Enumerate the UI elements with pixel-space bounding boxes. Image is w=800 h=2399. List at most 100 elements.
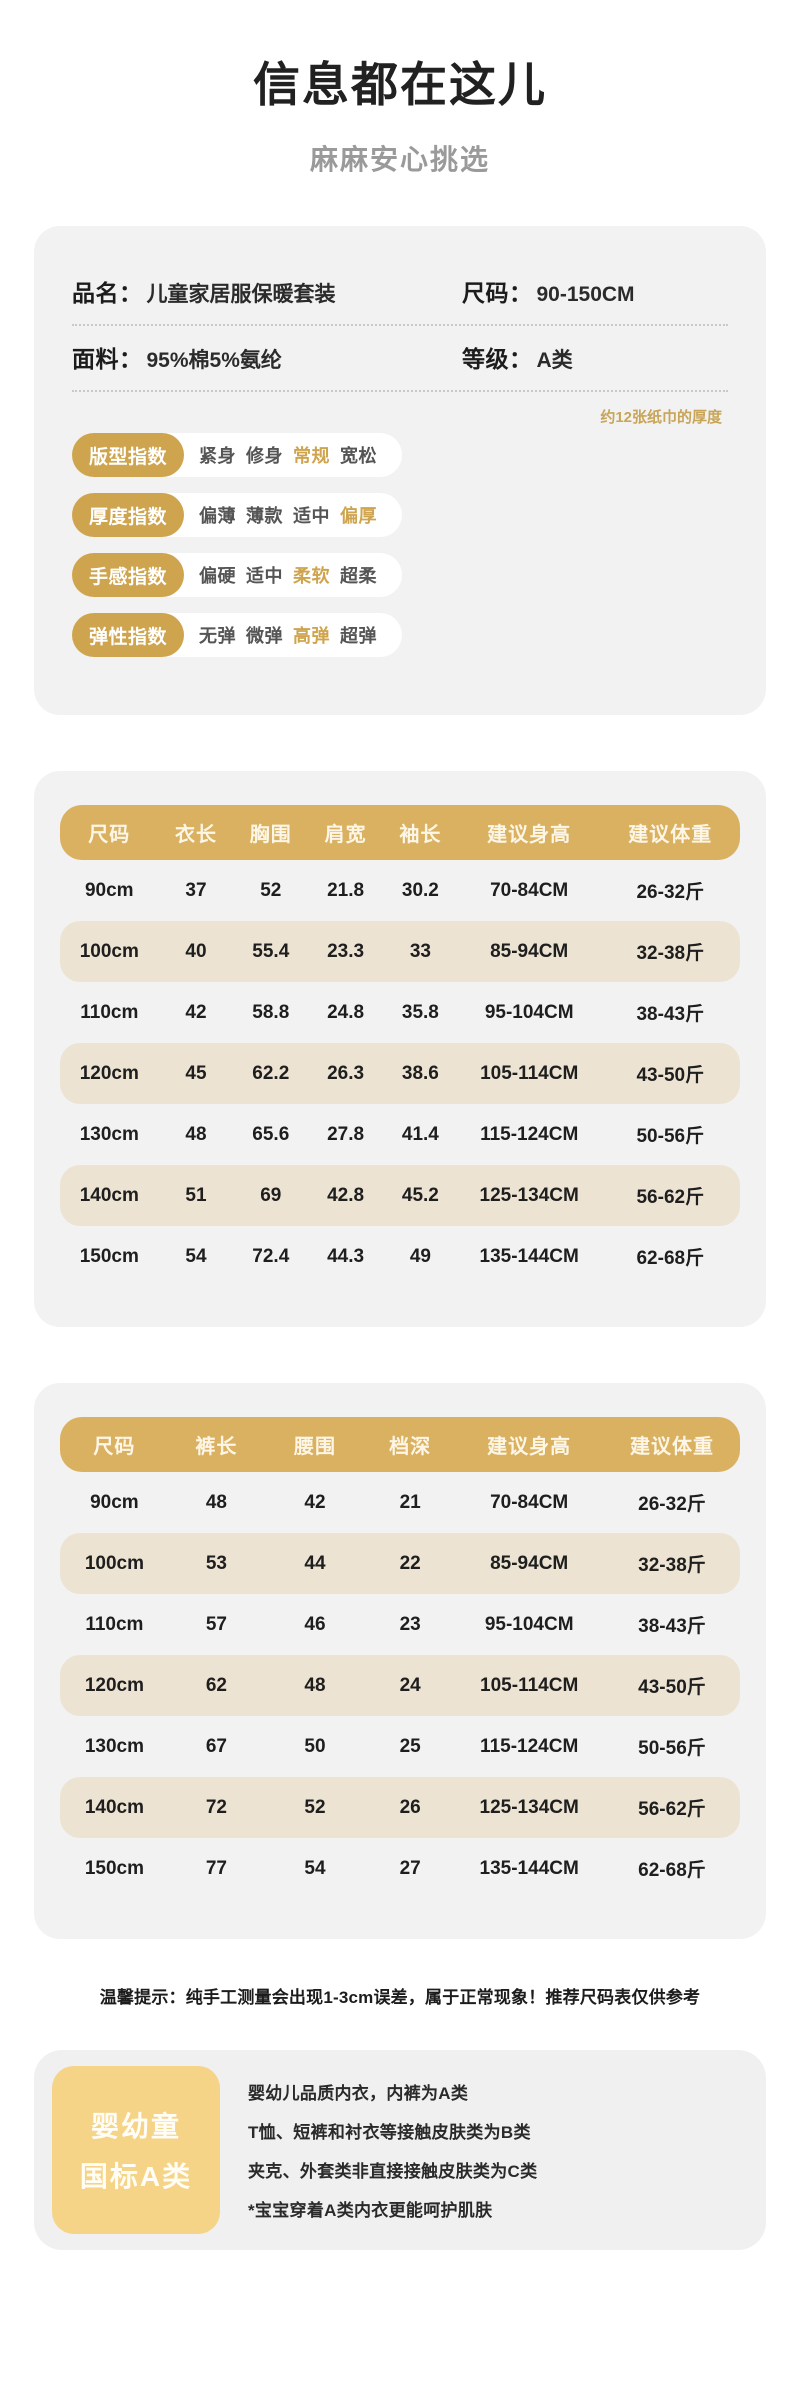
table-cell: 150cm (84, 1857, 144, 1879)
index-option[interactable]: 适中 (246, 566, 283, 587)
index-option[interactable]: 无弹 (199, 626, 236, 647)
size-table-bottom-head: 尺码 裤长 腰围 档深 建议身高 建议体重 (60, 1417, 740, 1473)
spec-cell-product-name: 品名： 儿童家居服保暖套装 (72, 274, 462, 308)
spec-label-size-range: 尺码： (462, 280, 533, 307)
table-header-cell: 尺码 (93, 1436, 136, 1459)
table-row: 130cm 48 65.6 27.8 41.4 115-124CM 50-56斤 (60, 1104, 740, 1165)
table-header-cell: 裤长 (195, 1436, 238, 1459)
table-cell: 44 (263, 1533, 366, 1595)
index-option-active[interactable]: 常规 (293, 446, 330, 467)
index-option[interactable]: 偏薄 (199, 506, 236, 527)
table-cell: 38-43斤 (636, 1004, 705, 1026)
index-option-active[interactable]: 高弹 (293, 626, 330, 647)
size-table-top-head: 尺码 衣长 胸围 肩宽 袖长 建议身高 建议体重 (60, 805, 740, 861)
grade-banner: 婴幼童 国标A类 婴幼儿品质内衣，内裤为A类 T恤、短裤和衬衣等接触皮肤类为B类… (34, 2050, 766, 2251)
index-option[interactable]: 紧身 (199, 446, 236, 467)
table-cell: 90cm (90, 1491, 139, 1513)
table-cell: 62-68斤 (636, 1248, 705, 1270)
table-cell: 85-94CM (454, 1533, 604, 1595)
table-cell: 51 (158, 1165, 234, 1227)
index-option[interactable]: 薄款 (246, 506, 283, 527)
table-cell: 40 (158, 921, 234, 983)
table-cell: 30.2 (401, 879, 439, 901)
index-option-active[interactable]: 柔软 (293, 566, 330, 587)
index-option[interactable]: 微弹 (246, 626, 283, 647)
table-cell: 130cm (79, 1123, 139, 1145)
table-cell: 25 (399, 1735, 421, 1757)
table-cell: 24 (365, 1655, 455, 1717)
index-option[interactable]: 超弹 (340, 626, 377, 647)
index-badge-elasticity: 弹性指数 无弹 微弹 高弹 超弹 (72, 613, 402, 658)
grade-line: *宝宝穿着A类内衣更能呵护肌肤 (248, 2201, 493, 2221)
size-table-bottom-body: 90cm 48 42 21 70-84CM 26-32斤 100cm 53 44 22 85-94C… (60, 1472, 740, 1899)
table-header-cell: 建议身高 (487, 1436, 572, 1459)
spec-divider (72, 390, 728, 393)
index-option[interactable]: 超柔 (340, 566, 377, 587)
table-cell: 32-38斤 (603, 1533, 740, 1595)
table-cell: 67 (205, 1735, 227, 1757)
spec-row: 品名： 儿童家居服保暖套装 尺码： 90-150CM (72, 260, 728, 324)
table-cell: 54 (304, 1857, 326, 1879)
table-header-cell: 腰围 (293, 1436, 336, 1459)
index-option[interactable]: 宽松 (340, 446, 377, 467)
table-row: 110cm 57 46 23 95-104CM 38-43斤 (60, 1594, 740, 1655)
spec-value-fabric: 95%棉5%氨纶 (146, 349, 282, 373)
index-options-fit: 紧身 修身 常规 宽松 (184, 442, 390, 468)
table-cell: 48 (205, 1491, 227, 1513)
table-cell: 42.8 (308, 1165, 383, 1227)
table-cell: 55.4 (233, 921, 309, 983)
spec-cell-grade: 等级： A类 (462, 340, 573, 374)
table-cell: 56-62斤 (600, 1165, 740, 1227)
table-cell: 50 (304, 1735, 326, 1757)
table-cell: 27.8 (327, 1123, 365, 1145)
table-cell: 26-32斤 (636, 882, 705, 904)
index-options-thickness: 偏薄 薄款 适中 偏厚 (184, 502, 390, 528)
index-options-handfeel: 偏硬 适中 柔软 超柔 (184, 562, 390, 588)
grade-description-list: 婴幼儿品质内衣，内裤为A类 T恤、短裤和衬衣等接触皮肤类为B类 夹克、外套类非直… (220, 2079, 537, 2221)
table-cell: 65.6 (252, 1123, 290, 1145)
table-header-cell: 档深 (389, 1436, 432, 1459)
spec-label-fabric: 面料： (72, 346, 143, 373)
index-badge-handfeel: 手感指数 偏硬 适中 柔软 超柔 (72, 553, 402, 598)
table-cell: 77 (205, 1857, 227, 1879)
table-cell: 35.8 (401, 1001, 439, 1023)
table-row: 100cm 40 55.4 23.3 33 85-94CM 32-38斤 (60, 921, 740, 983)
table-cell: 50-56斤 (638, 1738, 706, 1760)
table-cell: 32-38斤 (600, 921, 740, 983)
table-cell: 24.8 (327, 1001, 365, 1023)
table-cell: 41.4 (401, 1123, 439, 1145)
spec-card: 品名： 儿童家居服保暖套装 尺码： 90-150CM 面料： 95%棉5%氨纶 … (34, 226, 766, 716)
grade-line: T恤、短裤和衬衣等接触皮肤类为B类 (248, 2123, 531, 2143)
index-option[interactable]: 修身 (246, 446, 283, 467)
table-row: 100cm 53 44 22 85-94CM 32-38斤 (60, 1533, 740, 1595)
size-table-top: 尺码 衣长 胸围 肩宽 袖长 建议身高 建议体重 90cm 37 52 21.8 30.2 70-84… (60, 805, 740, 1287)
table-cell: 45 (158, 1043, 234, 1105)
table-header-cell: 尺码 (88, 824, 131, 847)
table-cell: 105-114CM (457, 1043, 601, 1105)
thickness-note: 约12张纸巾的厚度 (600, 409, 722, 427)
table-cell: 53 (168, 1533, 264, 1595)
table-cell: 52 (260, 879, 282, 901)
table-cell: 52 (263, 1777, 366, 1839)
table-cell: 42 (185, 1001, 207, 1023)
table-cell: 95-104CM (484, 1613, 574, 1635)
index-option[interactable]: 适中 (293, 506, 330, 527)
table-header-cell: 衣长 (174, 824, 217, 847)
table-cell: 58.8 (252, 1001, 290, 1023)
table-cell: 62 (168, 1655, 264, 1717)
index-option[interactable]: 偏硬 (199, 566, 236, 587)
table-row: 120cm 45 62.2 26.3 38.6 105-114CM 43-50斤 (60, 1043, 740, 1105)
table-row: 150cm 54 72.4 44.3 49 135-144CM 62-68斤 (60, 1226, 740, 1287)
table-cell: 70-84CM (490, 1491, 569, 1513)
index-option-active[interactable]: 偏厚 (340, 506, 377, 527)
size-table-bottom: 尺码 裤长 腰围 档深 建议身高 建议体重 90cm 48 42 21 70-84CM 26-32斤… (60, 1417, 740, 1899)
table-cell: 26 (365, 1777, 455, 1839)
table-cell: 46 (304, 1613, 326, 1635)
spec-value-grade: A类 (536, 349, 573, 373)
table-cell: 130cm (84, 1735, 144, 1757)
table-cell: 22 (365, 1533, 455, 1595)
table-cell: 38-43斤 (638, 1616, 706, 1638)
table-row: 140cm 72 52 26 125-134CM 56-62斤 (60, 1777, 740, 1839)
table-cell: 49 (409, 1245, 431, 1267)
